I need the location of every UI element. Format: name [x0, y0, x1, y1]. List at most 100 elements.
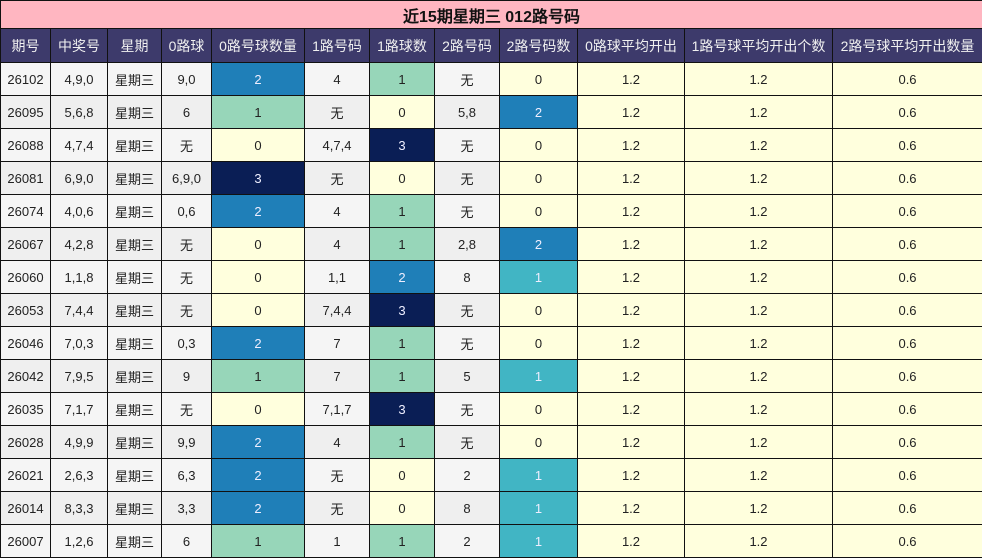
cell-route2: 5,8: [435, 96, 500, 129]
cell-route2: 2: [435, 459, 500, 492]
cell-route2: 无: [435, 393, 500, 426]
header-row: 期号 中奖号 星期 0路球 0路号球数量 1路号码 1路球数 2路号码 2路号码…: [1, 29, 982, 63]
cell-route2: 2,8: [435, 228, 500, 261]
cell-issue: 26046: [1, 327, 51, 360]
cell-route1-count: 1: [370, 195, 435, 228]
cell-route0: 无: [162, 294, 212, 327]
cell-issue: 26053: [1, 294, 51, 327]
cell-route2-count: 0: [500, 327, 578, 360]
cell-route1: 无: [305, 459, 370, 492]
cell-route0-count: 3: [212, 162, 305, 195]
cell-avg0: 1.2: [578, 360, 685, 393]
cell-avg0: 1.2: [578, 63, 685, 96]
cell-route1: 4: [305, 426, 370, 459]
cell-issue: 26088: [1, 129, 51, 162]
cell-route1-count: 1: [370, 360, 435, 393]
cell-route0-count: 2: [212, 459, 305, 492]
cell-avg1: 1.2: [685, 162, 833, 195]
header-weekday: 星期: [108, 29, 162, 63]
cell-weekday: 星期三: [108, 459, 162, 492]
cell-numbers: 2,6,3: [51, 459, 108, 492]
cell-avg0: 1.2: [578, 129, 685, 162]
cell-numbers: 4,9,9: [51, 426, 108, 459]
cell-issue: 26081: [1, 162, 51, 195]
cell-avg0: 1.2: [578, 228, 685, 261]
cell-route1-count: 1: [370, 228, 435, 261]
cell-route2-count: 1: [500, 261, 578, 294]
cell-route0-count: 2: [212, 63, 305, 96]
cell-route1: 4: [305, 195, 370, 228]
cell-avg2: 0.6: [833, 294, 982, 327]
cell-route1: 1,1: [305, 261, 370, 294]
cell-avg1: 1.2: [685, 261, 833, 294]
cell-issue: 26095: [1, 96, 51, 129]
cell-avg0: 1.2: [578, 426, 685, 459]
cell-avg2: 0.6: [833, 195, 982, 228]
header-route1: 1路号码: [305, 29, 370, 63]
cell-route2: 8: [435, 261, 500, 294]
cell-route0-count: 0: [212, 261, 305, 294]
header-numbers: 中奖号: [51, 29, 108, 63]
cell-avg1: 1.2: [685, 360, 833, 393]
header-avg1: 1路号球平均开出个数: [685, 29, 833, 63]
cell-route1: 无: [305, 492, 370, 525]
cell-numbers: 7,9,5: [51, 360, 108, 393]
cell-route1: 4,7,4: [305, 129, 370, 162]
cell-route2-count: 0: [500, 294, 578, 327]
cell-weekday: 星期三: [108, 63, 162, 96]
cell-weekday: 星期三: [108, 96, 162, 129]
cell-route2-count: 2: [500, 96, 578, 129]
cell-route1: 1: [305, 525, 370, 558]
cell-avg2: 0.6: [833, 63, 982, 96]
cell-issue: 26035: [1, 393, 51, 426]
cell-avg2: 0.6: [833, 129, 982, 162]
cell-route1: 7: [305, 360, 370, 393]
cell-route2-count: 1: [500, 525, 578, 558]
cell-route2: 5: [435, 360, 500, 393]
cell-weekday: 星期三: [108, 393, 162, 426]
cell-route0: 9,0: [162, 63, 212, 96]
cell-weekday: 星期三: [108, 327, 162, 360]
cell-route1-count: 1: [370, 426, 435, 459]
cell-weekday: 星期三: [108, 426, 162, 459]
cell-numbers: 4,7,4: [51, 129, 108, 162]
cell-route1-count: 3: [370, 129, 435, 162]
cell-numbers: 4,2,8: [51, 228, 108, 261]
cell-route0-count: 2: [212, 195, 305, 228]
header-route2-count: 2路号码数: [500, 29, 578, 63]
cell-weekday: 星期三: [108, 129, 162, 162]
cell-weekday: 星期三: [108, 228, 162, 261]
table-title: 近15期星期三 012路号码: [1, 1, 982, 29]
cell-avg0: 1.2: [578, 327, 685, 360]
cell-avg1: 1.2: [685, 129, 833, 162]
cell-weekday: 星期三: [108, 360, 162, 393]
cell-avg2: 0.6: [833, 525, 982, 558]
cell-route1-count: 0: [370, 492, 435, 525]
cell-numbers: 7,1,7: [51, 393, 108, 426]
cell-route1: 4: [305, 228, 370, 261]
cell-avg0: 1.2: [578, 492, 685, 525]
cell-avg1: 1.2: [685, 96, 833, 129]
cell-route1-count: 1: [370, 63, 435, 96]
cell-numbers: 4,9,0: [51, 63, 108, 96]
cell-route0: 9: [162, 360, 212, 393]
cell-avg1: 1.2: [685, 228, 833, 261]
header-route0-count: 0路号球数量: [212, 29, 305, 63]
cell-numbers: 7,4,4: [51, 294, 108, 327]
cell-route0-count: 1: [212, 96, 305, 129]
cell-avg2: 0.6: [833, 492, 982, 525]
cell-route2-count: 0: [500, 162, 578, 195]
cell-route0: 6,3: [162, 459, 212, 492]
cell-route1: 7: [305, 327, 370, 360]
cell-route2-count: 1: [500, 459, 578, 492]
